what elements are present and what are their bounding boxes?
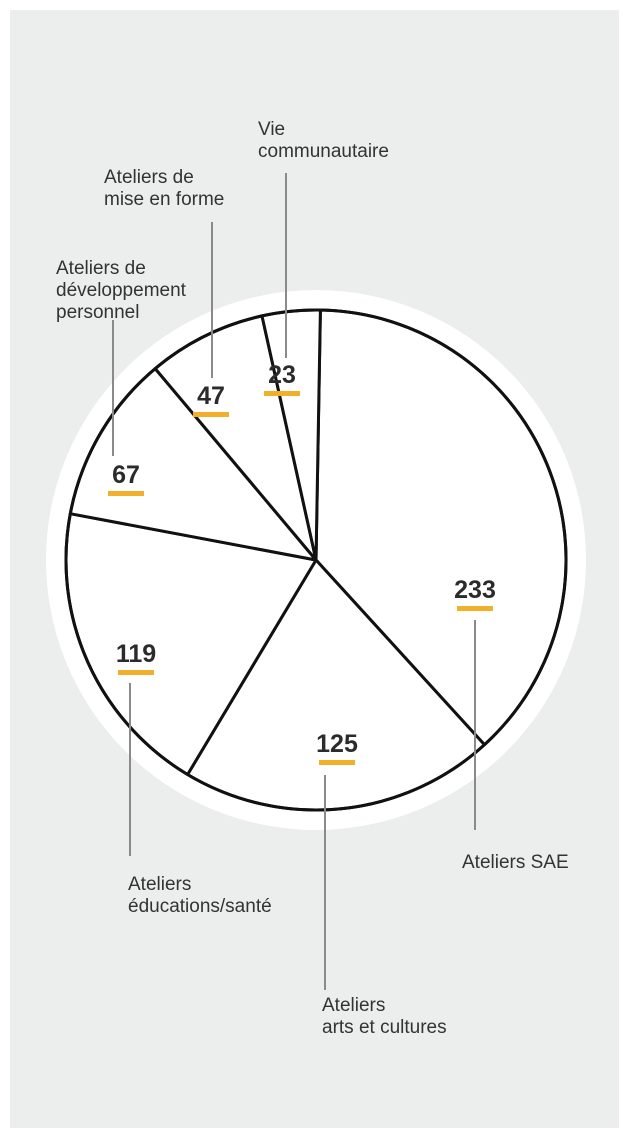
category-label-line: éducations/santé bbox=[128, 896, 272, 917]
value-underline bbox=[118, 670, 154, 675]
value-label: 233 bbox=[454, 576, 496, 604]
category-label-line: arts et cultures bbox=[322, 1017, 447, 1038]
value-underline bbox=[457, 606, 493, 611]
category-label: Ateliers de mise en forme bbox=[104, 167, 224, 210]
category-label: Vie communautaire bbox=[258, 119, 389, 162]
pie-slices bbox=[64, 308, 568, 812]
value-label: 47 bbox=[197, 382, 225, 410]
value-label: 125 bbox=[316, 730, 358, 758]
category-label-line: Ateliers bbox=[128, 874, 191, 895]
leader-lines bbox=[112, 173, 476, 990]
value-labels: 233 125 119 67 47 23 bbox=[108, 361, 496, 765]
category-label: Ateliers SAE bbox=[462, 852, 569, 873]
category-label-line: communautaire bbox=[258, 141, 389, 162]
category-label: Ateliers éducations/santé bbox=[128, 874, 272, 917]
category-label-line: Ateliers de bbox=[104, 167, 194, 188]
category-label-line: Ateliers SAE bbox=[462, 852, 569, 873]
category-label-line: Ateliers bbox=[322, 995, 385, 1016]
category-label-line: personnel bbox=[56, 302, 139, 323]
value-label: 23 bbox=[268, 361, 296, 389]
value-label: 67 bbox=[112, 461, 140, 489]
category-label-line: Vie bbox=[258, 119, 285, 140]
value-label: 119 bbox=[116, 640, 156, 668]
category-label-line: Ateliers de bbox=[56, 258, 146, 279]
category-label-line: mise en forme bbox=[104, 189, 224, 210]
value-underline bbox=[108, 491, 144, 496]
category-label: Ateliers arts et cultures bbox=[322, 995, 447, 1038]
pie-rim bbox=[64, 308, 568, 812]
value-underline bbox=[264, 391, 300, 396]
category-label-line: développement bbox=[56, 280, 187, 301]
category-label: Ateliers de développement personnel bbox=[56, 258, 187, 323]
value-underline bbox=[319, 760, 355, 765]
value-underline bbox=[193, 412, 229, 417]
